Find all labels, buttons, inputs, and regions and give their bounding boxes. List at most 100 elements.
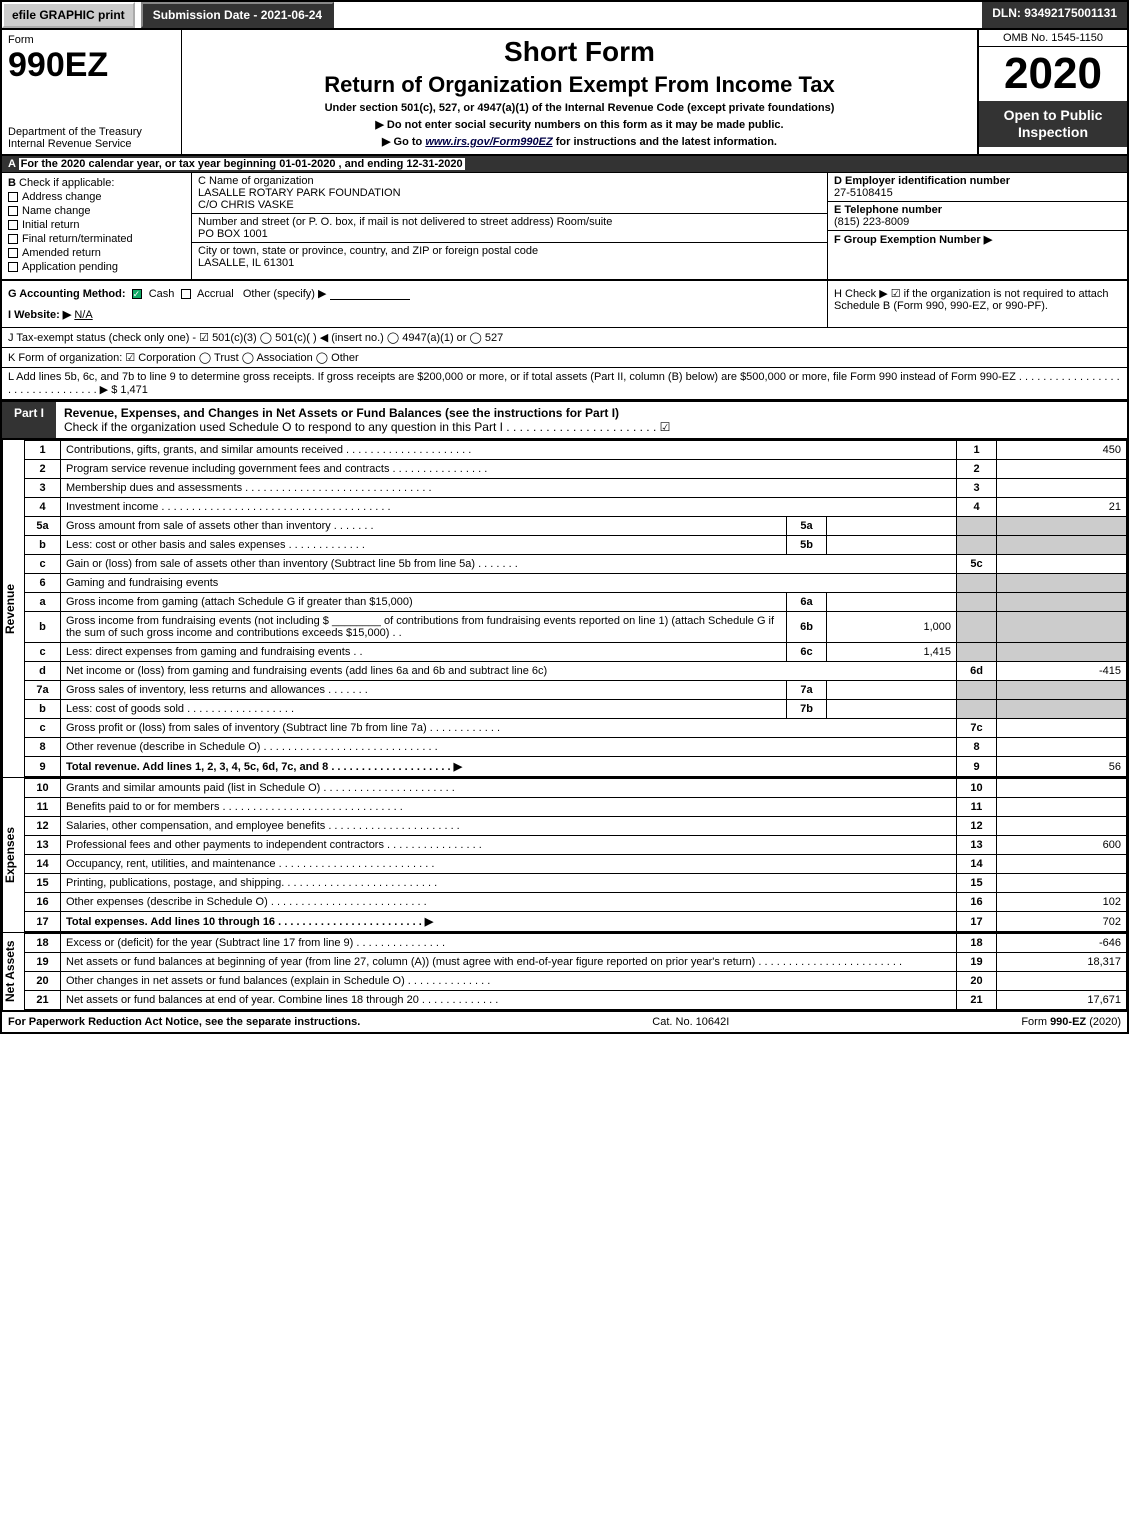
c-street-label: Number and street (or P. O. box, if mail… xyxy=(198,216,612,228)
phone: (815) 223-8009 xyxy=(834,216,909,228)
irs-link[interactable]: www.irs.gov/Form990EZ xyxy=(425,136,552,148)
dept-treasury: Department of the Treasury Internal Reve… xyxy=(8,126,175,150)
section-bcdef: B Check if applicable: Address change Na… xyxy=(2,173,1127,281)
line-6b: bGross income from fundraising events (n… xyxy=(25,612,1127,643)
revenue-table: 1Contributions, gifts, grants, and simil… xyxy=(24,440,1127,777)
line-12: 12Salaries, other compensation, and empl… xyxy=(25,817,1127,836)
line-15: 15Printing, publications, postage, and s… xyxy=(25,874,1127,893)
line-7a: 7aGross sales of inventory, less returns… xyxy=(25,681,1127,700)
g-cash: Cash xyxy=(149,288,175,300)
line-13: 13Professional fees and other payments t… xyxy=(25,836,1127,855)
goto-link[interactable]: ▶ Go to www.irs.gov/Form990EZ for instru… xyxy=(188,135,971,148)
website: N/A xyxy=(74,309,92,321)
cb-final-return[interactable] xyxy=(8,234,18,244)
open-inspection: Open to Public Inspection xyxy=(979,101,1127,147)
c-name-label: C Name of organization xyxy=(198,175,314,187)
section-j: J Tax-exempt status (check only one) - ☑… xyxy=(2,328,1127,348)
line-8: 8Other revenue (describe in Schedule O) … xyxy=(25,738,1127,757)
line-6c: cLess: direct expenses from gaming and f… xyxy=(25,643,1127,662)
line-17: 17Total expenses. Add lines 10 through 1… xyxy=(25,912,1127,932)
line-7c: cGross profit or (loss) from sales of in… xyxy=(25,719,1127,738)
section-c: C Name of organization LASALLE ROTARY PA… xyxy=(192,173,827,279)
cb-cash[interactable] xyxy=(132,289,142,299)
org-city: LASALLE, IL 61301 xyxy=(198,257,294,269)
short-form-title: Short Form xyxy=(188,36,971,68)
footer-mid: Cat. No. 10642I xyxy=(652,1016,729,1028)
netassets-table: 18Excess or (deficit) for the year (Subt… xyxy=(24,933,1127,1010)
h-text: H Check ▶ ☑ if the organization is not r… xyxy=(834,288,1109,312)
opt-amended: Amended return xyxy=(22,247,101,259)
cb-address-change[interactable] xyxy=(8,192,18,202)
form-number: 990EZ xyxy=(8,46,108,84)
header-right: OMB No. 1545-1150 2020 Open to Public In… xyxy=(977,30,1127,154)
org-co: C/O CHRIS VASKE xyxy=(198,199,294,211)
c-city-label: City or town, state or province, country… xyxy=(198,245,538,257)
line-10: 10Grants and similar amounts paid (list … xyxy=(25,779,1127,798)
header-center: Short Form Return of Organization Exempt… xyxy=(182,30,977,154)
header-left: Form 990EZ Department of the Treasury In… xyxy=(2,30,182,154)
e-label: E Telephone number xyxy=(834,204,942,216)
line-16: 16Other expenses (describe in Schedule O… xyxy=(25,893,1127,912)
revenue-side-label: Revenue xyxy=(2,440,24,777)
opt-name: Name change xyxy=(22,205,91,217)
line-9: 9Total revenue. Add lines 1, 2, 3, 4, 5c… xyxy=(25,757,1127,777)
footer-left: For Paperwork Reduction Act Notice, see … xyxy=(8,1016,360,1028)
form-990ez-page: efile GRAPHIC print Submission Date - 20… xyxy=(0,0,1129,1034)
line-3: 3Membership dues and assessments . . . .… xyxy=(25,479,1127,498)
line-14: 14Occupancy, rent, utilities, and mainte… xyxy=(25,855,1127,874)
opt-final: Final return/terminated xyxy=(22,233,133,245)
opt-pending: Application pending xyxy=(22,261,118,273)
line-2: 2Program service revenue including gover… xyxy=(25,460,1127,479)
form-header: Form 990EZ Department of the Treasury In… xyxy=(2,30,1127,156)
line-20: 20Other changes in net assets or fund ba… xyxy=(25,972,1127,991)
g-label: G Accounting Method: xyxy=(8,288,126,300)
line-4: 4Investment income . . . . . . . . . . .… xyxy=(25,498,1127,517)
g-other: Other (specify) ▶ xyxy=(243,288,327,300)
opt-initial: Initial return xyxy=(22,219,79,231)
g-accrual: Accrual xyxy=(197,288,234,300)
line-19: 19Net assets or fund balances at beginni… xyxy=(25,953,1127,972)
cb-initial-return[interactable] xyxy=(8,220,18,230)
section-def: D Employer identification number27-51084… xyxy=(827,173,1127,279)
part1-tag: Part I xyxy=(2,402,56,438)
expenses-side-label: Expenses xyxy=(2,778,24,932)
section-k: K Form of organization: ☑ Corporation ◯ … xyxy=(2,348,1127,368)
section-a-taxyear: A For the 2020 calendar year, or tax yea… xyxy=(2,156,1127,173)
footer-right: Form 990-EZ (2020) xyxy=(1021,1016,1121,1028)
omb-number: OMB No. 1545-1150 xyxy=(979,30,1127,47)
org-name: LASALLE ROTARY PARK FOUNDATION xyxy=(198,187,401,199)
line-5c: cGain or (loss) from sale of assets othe… xyxy=(25,555,1127,574)
d-label: D Employer identification number xyxy=(834,175,1010,187)
cb-name-change[interactable] xyxy=(8,206,18,216)
form-label: Form xyxy=(8,34,34,46)
submission-date-button[interactable]: Submission Date - 2021-06-24 xyxy=(141,2,334,28)
cb-accrual[interactable] xyxy=(181,289,191,299)
ssn-warning: ▶ Do not enter social security numbers o… xyxy=(188,118,971,131)
part1-check: Check if the organization used Schedule … xyxy=(64,420,670,434)
line-11: 11Benefits paid to or for members . . . … xyxy=(25,798,1127,817)
line-21: 21Net assets or fund balances at end of … xyxy=(25,991,1127,1010)
efile-print-button[interactable]: efile GRAPHIC print xyxy=(2,2,135,28)
cb-application-pending[interactable] xyxy=(8,262,18,272)
cb-amended-return[interactable] xyxy=(8,248,18,258)
line-5b: bLess: cost or other basis and sales exp… xyxy=(25,536,1127,555)
line-18: 18Excess or (deficit) for the year (Subt… xyxy=(25,934,1127,953)
expenses-table: 10Grants and similar amounts paid (list … xyxy=(24,778,1127,932)
page-footer: For Paperwork Reduction Act Notice, see … xyxy=(2,1010,1127,1032)
top-bar: efile GRAPHIC print Submission Date - 20… xyxy=(2,2,1127,30)
part1-header: Part I Revenue, Expenses, and Changes in… xyxy=(2,400,1127,439)
section-h: H Check ▶ ☑ if the organization is not r… xyxy=(827,281,1127,327)
section-b: B Check if applicable: Address change Na… xyxy=(2,173,192,279)
line-5a: 5aGross amount from sale of assets other… xyxy=(25,517,1127,536)
section-l: L Add lines 5b, 6c, and 7b to line 9 to … xyxy=(2,368,1127,400)
return-title: Return of Organization Exempt From Incom… xyxy=(188,72,971,98)
org-street: PO BOX 1001 xyxy=(198,228,268,240)
g-other-blank[interactable] xyxy=(330,288,410,300)
line-6: 6Gaming and fundraising events xyxy=(25,574,1127,593)
line-1: 1Contributions, gifts, grants, and simil… xyxy=(25,441,1127,460)
opt-address: Address change xyxy=(22,191,102,203)
dln-label: DLN: 93492175001131 xyxy=(982,2,1127,28)
tax-year: 2020 xyxy=(979,47,1127,101)
ein: 27-5108415 xyxy=(834,187,893,199)
b-label: Check if applicable: xyxy=(19,177,114,189)
